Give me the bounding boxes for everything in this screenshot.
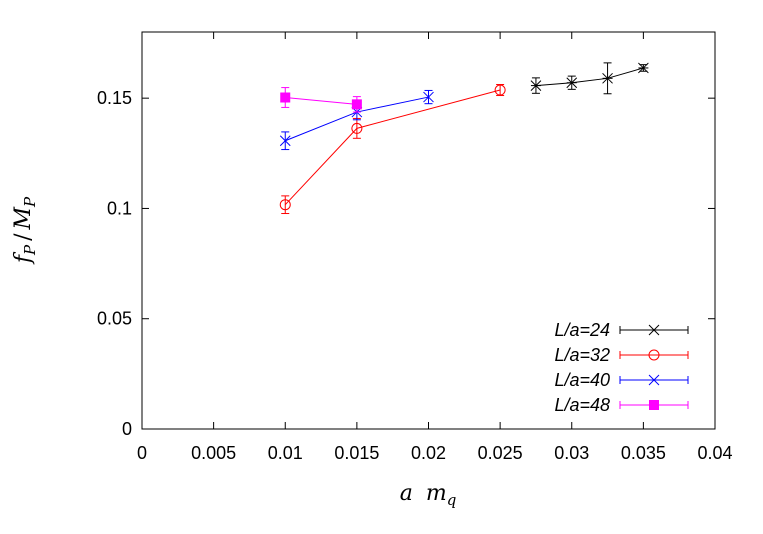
x-tick-label: 0.03 [554,443,589,463]
y-axis-label-m-sub: P [21,196,39,208]
legend-label: L/a=48 [554,395,610,415]
y-tick-label: 0.1 [107,198,132,218]
legend-label: L/a=40 [554,370,610,390]
legend: L/a=24 L/a=32 L/a=40 L/a=48 [554,320,689,415]
x-tick-label: 0 [137,443,147,463]
y-axis-label-slash: / [11,233,36,241]
x-tick-label: 0.025 [478,443,523,463]
data-point [351,122,363,134]
data-point [279,199,291,211]
data-point [351,99,362,110]
data-point [494,84,506,96]
y-tick-label: 0.05 [97,309,132,329]
x-tick-label: 0.02 [411,443,446,463]
data-point [280,92,291,103]
data-point-d2 [423,91,434,103]
series-3 [280,87,362,113]
legend-marker-d2 [648,324,660,336]
series-line [285,97,357,105]
data-point-d2 [602,72,613,84]
x-axis: 0 0.005 0.01 0.015 0.02 0.025 0.03 0.035 0.04 [137,32,733,463]
y-axis: 0 0.05 0.1 0.15 [97,88,715,439]
legend-marker [649,400,659,410]
series-line [535,67,644,87]
data-point-d2 [638,62,649,74]
data-point-d2 [530,80,542,91]
x-tick-label: 0.005 [191,443,236,463]
data-point-d2 [279,135,291,147]
y-axis-label-f-sub: P [21,244,39,256]
series-0 [530,62,649,95]
data-point-d2 [566,77,578,89]
x-axis-label-m: m [426,481,447,506]
y-axis-label-m: M [11,206,36,230]
series-1 [279,83,506,215]
x-tick-label: 0.035 [621,443,666,463]
x-tick-label: 0.04 [697,443,732,463]
y-tick-label: 0 [122,419,132,439]
x-tick-label: 0.01 [268,443,303,463]
series-line [284,89,501,206]
y-tick-label: 0.15 [97,88,132,108]
series-layer [279,62,649,215]
legend-marker-d2 [648,374,660,386]
x-axis-label: a mq [400,481,457,509]
x-axis-label-a: a [400,481,413,506]
x-tick-label: 0.015 [334,443,379,463]
legend-marker [648,349,660,361]
x-axis-label-q: q [447,491,457,509]
legend-label: L/a=24 [554,320,610,340]
legend-label: L/a=32 [554,345,610,365]
y-axis-label: fP/MP [11,196,39,265]
